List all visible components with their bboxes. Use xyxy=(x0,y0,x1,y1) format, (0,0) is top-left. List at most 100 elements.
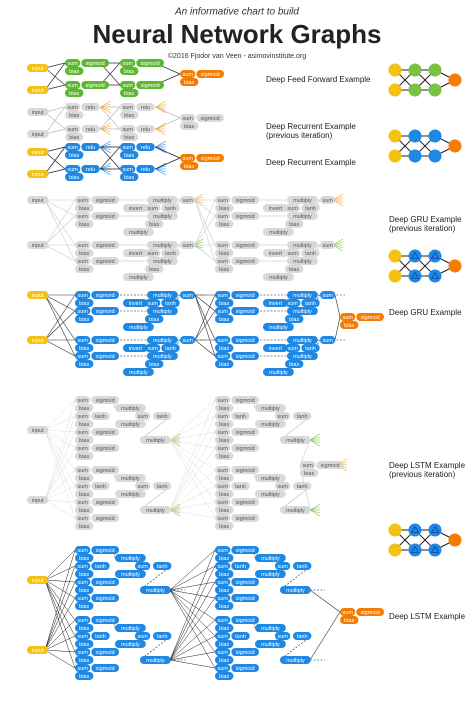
node-pill xyxy=(231,466,259,474)
node-label: sum xyxy=(302,463,313,469)
edge xyxy=(154,117,181,130)
node-label: sigmoid xyxy=(141,83,160,89)
node-pill xyxy=(231,498,259,506)
section-label: Deep GRU Example xyxy=(389,308,462,317)
edge xyxy=(44,199,76,262)
node-pill xyxy=(215,594,231,602)
node-label: sum xyxy=(147,251,158,257)
icon-mark xyxy=(410,525,420,533)
node-label: sum xyxy=(182,156,193,162)
node-label: sigmoid xyxy=(96,468,115,474)
edge xyxy=(100,140,111,148)
edge xyxy=(309,509,321,517)
node-label: sigmoid xyxy=(321,463,340,469)
node-pill xyxy=(293,412,312,420)
node-pill xyxy=(136,81,164,89)
node-pill xyxy=(75,562,91,570)
edge xyxy=(169,589,216,669)
node-pill xyxy=(215,624,234,632)
node-pill xyxy=(153,562,172,570)
node-label: bias xyxy=(79,642,89,648)
node-pill xyxy=(255,640,286,648)
node-label: sum xyxy=(287,346,298,352)
edge xyxy=(100,168,111,173)
node-pill xyxy=(316,461,344,469)
node-pill xyxy=(75,436,94,444)
edge xyxy=(169,485,216,511)
edge xyxy=(309,439,321,447)
edge xyxy=(44,429,76,471)
node-pill xyxy=(180,70,196,78)
node-label: input xyxy=(32,110,44,116)
edge xyxy=(154,106,181,119)
edge xyxy=(44,469,76,501)
node-pill xyxy=(140,586,171,594)
node-label: sigmoid xyxy=(96,309,115,315)
node-pill xyxy=(145,265,164,273)
node-pill xyxy=(215,360,234,368)
node-pill xyxy=(215,586,234,594)
node-label: sigmoid xyxy=(236,430,255,436)
edge xyxy=(155,165,166,170)
node-pill xyxy=(145,249,161,257)
node-label: relu xyxy=(86,145,95,151)
node-label: sum xyxy=(322,338,333,344)
node-pill xyxy=(285,220,304,228)
node-pill xyxy=(215,452,234,460)
node-label: invert xyxy=(129,206,143,212)
node-pill xyxy=(75,257,91,265)
node-label: bias xyxy=(79,301,89,307)
edge xyxy=(169,589,216,621)
node-label: bias xyxy=(79,556,89,562)
node-label: sum xyxy=(217,354,228,360)
edge xyxy=(194,199,216,262)
node-pill xyxy=(75,299,94,307)
edge xyxy=(155,143,166,148)
edge xyxy=(169,439,216,449)
node-label: multiply xyxy=(121,476,140,482)
node-pill xyxy=(75,241,91,249)
node-pill xyxy=(75,444,91,452)
node-label: sum xyxy=(77,650,88,656)
node-pill xyxy=(115,420,146,428)
node-label: sum xyxy=(182,338,193,344)
node-pill xyxy=(215,196,231,204)
node-label: multiply xyxy=(153,338,172,344)
node-pill xyxy=(75,336,91,344)
node-label: bias xyxy=(79,572,89,578)
edge xyxy=(99,106,121,130)
node-label: sum xyxy=(122,105,133,111)
node-pill xyxy=(147,241,178,249)
edge xyxy=(309,436,321,441)
icon-node xyxy=(408,149,422,163)
node-label: sum xyxy=(277,414,288,420)
node-label: sum xyxy=(67,83,78,89)
node-label: tanh xyxy=(235,414,246,420)
node-pill xyxy=(161,344,180,352)
node-label: bias xyxy=(79,626,89,632)
node-pill xyxy=(91,594,119,602)
node-label: sum xyxy=(287,206,298,212)
node-pill xyxy=(285,204,301,212)
node-pill xyxy=(287,291,318,299)
node-label: sum xyxy=(137,414,148,420)
node-label: bias xyxy=(79,251,89,257)
node-pill xyxy=(27,241,49,249)
node-pill xyxy=(91,336,119,344)
node-label: sum xyxy=(217,666,228,672)
node-pill xyxy=(215,616,231,624)
node-pill xyxy=(320,291,336,299)
node-pill xyxy=(255,624,286,632)
node-label: multiply xyxy=(153,354,172,360)
node-pill xyxy=(147,212,178,220)
edge xyxy=(44,199,76,246)
node-pill xyxy=(65,165,81,173)
edge xyxy=(169,439,216,503)
edge xyxy=(155,140,166,148)
node-label: sigmoid xyxy=(96,430,115,436)
node-pill xyxy=(340,608,356,616)
icon-node xyxy=(428,269,442,283)
node-label: bias xyxy=(219,674,229,680)
node-label: sum xyxy=(77,198,88,204)
node-label: sum xyxy=(77,338,88,344)
